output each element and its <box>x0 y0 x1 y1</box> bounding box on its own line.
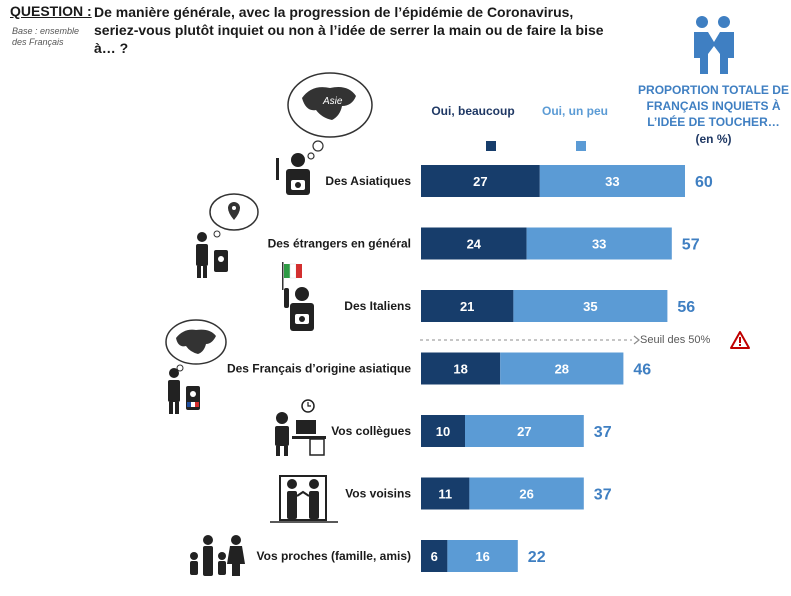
french-traveler-passport-icon <box>168 368 200 414</box>
tourist-raising-hand-icon <box>284 287 314 331</box>
italian-flag-icon <box>282 262 302 290</box>
bar-value-un-peu: 27 <box>517 424 531 439</box>
bar-oui-beaucoup <box>421 477 470 510</box>
question-text: De manière générale, avec la progression… <box>94 4 604 56</box>
colleague-desk-icon <box>275 399 326 456</box>
bar-value-un-peu: 33 <box>592 237 606 252</box>
bar-oui-beaucoup <box>421 540 448 572</box>
bar-value-beaucoup: 11 <box>438 487 452 502</box>
question-label: QUESTION : <box>10 3 92 19</box>
bar-value-un-peu: 26 <box>519 487 533 502</box>
threshold-arrow-icon <box>633 335 640 345</box>
category-label: Vos proches (famille, amis) <box>257 549 412 563</box>
threshold-label: Seuil des 50% <box>640 334 711 346</box>
category-label: Vos collègues <box>331 424 411 438</box>
total-value: 37 <box>594 487 612 504</box>
total-header-unit: (en %) <box>695 132 732 146</box>
bar-oui-un-peu <box>526 227 672 260</box>
legend-swatch-un-peu <box>576 141 586 151</box>
bar-oui-beaucoup <box>421 352 501 385</box>
total-value: 22 <box>528 549 546 566</box>
total-header-title: PROPORTION TOTALE DE FRANÇAIS INQUIETS À… <box>638 83 789 129</box>
bar-oui-un-peu <box>513 290 668 322</box>
asia-map-bubble-icon <box>165 319 227 372</box>
bar-oui-un-peu <box>469 477 584 510</box>
total-value: 37 <box>594 424 612 441</box>
asia-thought-bubble-icon: Asie <box>287 72 373 160</box>
bar-value-beaucoup: 27 <box>473 174 487 189</box>
location-thought-bubble-icon <box>209 193 259 238</box>
bar-value-beaucoup: 18 <box>453 362 467 377</box>
category-label: Des Italiens <box>344 299 411 313</box>
bar-value-beaucoup: 21 <box>460 299 474 314</box>
bar-value-un-peu: 28 <box>555 362 569 377</box>
bar-value-beaucoup: 24 <box>467 237 482 252</box>
legend-swatch-beaucoup <box>486 141 496 151</box>
category-label: Des Asiatiques <box>325 174 411 188</box>
bar-value-un-peu: 16 <box>475 549 489 564</box>
bar-oui-un-peu <box>500 352 624 385</box>
bar-value-beaucoup: 10 <box>436 424 450 439</box>
traveler-passport-icon <box>196 232 228 278</box>
total-value: 46 <box>633 362 651 379</box>
bar-value-un-peu: 35 <box>583 299 597 314</box>
bar-oui-beaucoup <box>421 415 465 447</box>
total-value: 57 <box>682 237 700 254</box>
neighbors-doorway-icon <box>270 475 338 523</box>
total-value: 60 <box>695 174 713 191</box>
bar-oui-beaucoup <box>421 290 514 322</box>
legend-label-beaucoup: Oui, beaucoup <box>431 104 515 118</box>
asia-bubble-text: Asie <box>322 96 343 107</box>
bar-oui-un-peu <box>465 415 584 447</box>
warning-icon <box>730 331 750 349</box>
bar-oui-un-peu <box>539 165 685 197</box>
handshake-icon <box>694 16 734 74</box>
bar-oui-beaucoup <box>421 227 527 260</box>
bar-value-un-peu: 33 <box>605 174 619 189</box>
base-note: Base : ensemble des Français <box>12 26 80 47</box>
total-value: 56 <box>677 299 695 316</box>
category-label: Vos voisins <box>345 487 411 501</box>
bar-oui-beaucoup <box>421 165 540 197</box>
tourist-camera-icon <box>276 153 310 195</box>
category-label: Des étrangers en général <box>268 237 411 251</box>
category-label: Des Français d’origine asiatique <box>227 362 411 376</box>
legend-label-un-peu: Oui, un peu <box>542 104 608 118</box>
family-icon <box>190 535 245 576</box>
bar-oui-un-peu <box>447 540 518 572</box>
bar-value-beaucoup: 6 <box>431 549 438 564</box>
